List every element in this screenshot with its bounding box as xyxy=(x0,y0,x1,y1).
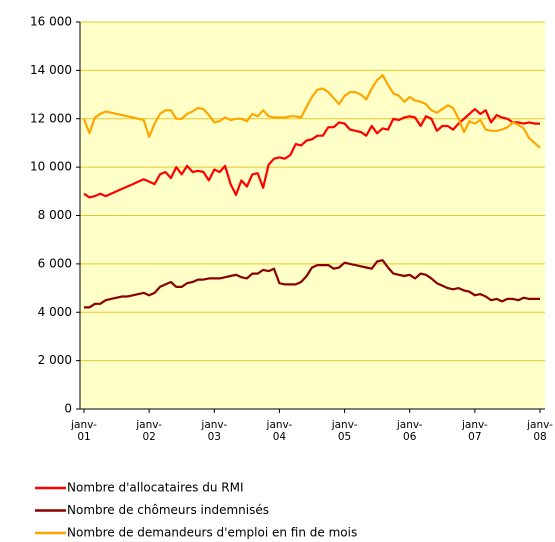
y-tick-label: 4 000 xyxy=(38,305,72,319)
y-tick-label: 12 000 xyxy=(30,111,72,125)
y-tick-label: 8 000 xyxy=(38,208,72,222)
series-line xyxy=(82,74,541,149)
x-tick-label-part: 07 xyxy=(468,431,481,443)
x-tick-label-part: janv- xyxy=(266,419,293,431)
x-tick-label-part: 01 xyxy=(77,431,90,443)
x-tick-label-part: janv- xyxy=(70,419,97,431)
x-tick-label-part: janv- xyxy=(526,419,553,431)
x-tick-label-part: janv- xyxy=(331,419,358,431)
y-tick-label: 10 000 xyxy=(30,160,72,174)
series-line xyxy=(83,108,540,199)
legend-label: Nombre de chômeurs indemnisés xyxy=(67,503,269,517)
series-line xyxy=(84,259,540,309)
x-tick-label-part: 08 xyxy=(533,431,546,443)
x-tick-label: janv-02 xyxy=(135,419,162,443)
y-tick-label: 14 000 xyxy=(30,63,72,77)
x-tick-label-part: 05 xyxy=(338,431,351,443)
x-tick-label: janv-04 xyxy=(266,419,293,443)
x-tick-label: janv-05 xyxy=(331,419,358,443)
x-tick-label-part: 06 xyxy=(403,431,417,443)
x-tick-label: janv-07 xyxy=(461,419,488,443)
x-tick-label: janv-08 xyxy=(526,419,553,443)
x-tick-label-part: janv- xyxy=(200,419,227,431)
x-tick-label-part: janv- xyxy=(135,419,162,431)
x-tick-label: janv-03 xyxy=(200,419,227,443)
y-tick-label: 6 000 xyxy=(38,256,72,270)
x-tick-label: janv-06 xyxy=(396,419,423,443)
legend-label: Nombre de demandeurs d'emploi en fin de … xyxy=(67,526,357,540)
legend-label: Nombre d'allocataires du RMI xyxy=(67,481,244,495)
x-tick-label-part: 04 xyxy=(273,431,287,443)
y-tick-label: 16 000 xyxy=(30,15,72,29)
y-tick-label: 0 xyxy=(64,402,72,416)
x-tick-label-part: janv- xyxy=(461,419,488,431)
x-tick-label-part: 03 xyxy=(208,431,221,443)
x-tick-label-part: 02 xyxy=(142,431,155,443)
y-tick-label: 2 000 xyxy=(38,353,72,367)
x-tick-label: janv-01 xyxy=(70,419,97,443)
x-tick-label-part: janv- xyxy=(396,419,423,431)
